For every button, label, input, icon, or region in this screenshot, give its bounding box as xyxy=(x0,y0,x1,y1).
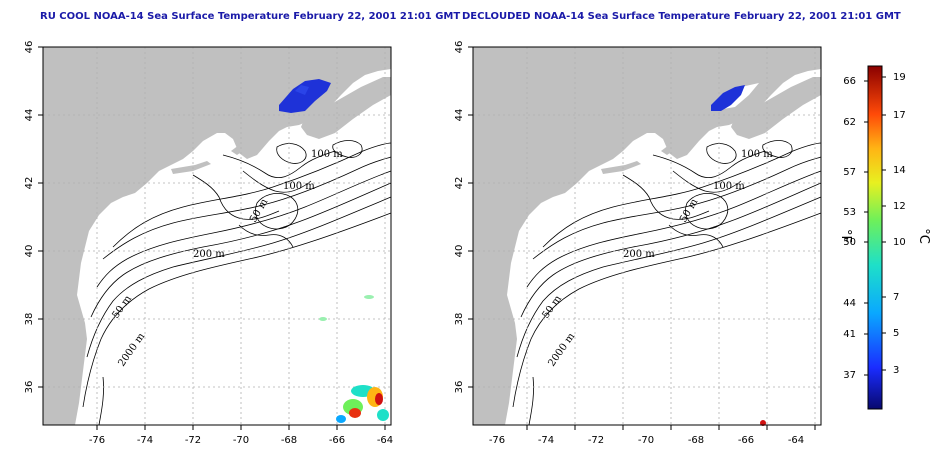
colorbar-c-tick: 5 xyxy=(893,328,899,339)
colorbar-f-tick: 37 xyxy=(843,370,856,381)
left-contour-label-50m-b: 50 m xyxy=(110,293,134,321)
colorbar: 66 62 57 53 50 44 41 37 19 17 14 12 10 7… xyxy=(838,65,931,410)
right-contour-label-2000m: 2000 m xyxy=(546,331,577,369)
left-lon-tick: -70 xyxy=(233,435,249,446)
colorbar-f-tick: 44 xyxy=(843,298,856,309)
colorbar-c-tick: 7 xyxy=(893,292,899,303)
right-contour-label-100m-b: 100 m xyxy=(713,181,745,192)
left-lat-tick: 38 xyxy=(24,313,35,326)
left-lon-tick: -66 xyxy=(329,435,345,446)
colorbar-c-tick: 3 xyxy=(893,365,899,376)
left-lat-tick: 46 xyxy=(24,41,35,54)
left-contour-label-2000m: 2000 m xyxy=(116,331,147,369)
colorbar-f-tick: 41 xyxy=(843,329,856,340)
right-basemap xyxy=(472,46,822,426)
left-lat-tick: 44 xyxy=(24,109,35,122)
right-lon-tick: -70 xyxy=(638,435,654,446)
left-contour-label-100m-a: 100 m xyxy=(311,149,343,160)
colorbar-f-tick: 50 xyxy=(843,237,856,248)
right-lon-tick: -72 xyxy=(588,435,604,446)
left-basemap xyxy=(42,46,392,426)
right-map-frame xyxy=(472,46,822,426)
colorbar-c-tick: 10 xyxy=(893,237,906,248)
right-lat-axis: 46 44 42 40 38 36 xyxy=(454,41,473,394)
right-lon-axis: -76 -74 -72 -70 -68 -66 -64 xyxy=(489,425,816,446)
right-lon-tick: -68 xyxy=(688,435,704,446)
right-lat-tick: 44 xyxy=(454,109,465,122)
colorbar-unit-c: °C xyxy=(916,228,931,244)
left-map-frame xyxy=(42,46,392,426)
left-contour-label-100m-b: 100 m xyxy=(283,181,315,192)
colorbar-f-tick: 57 xyxy=(843,167,856,178)
right-lat-tick: 36 xyxy=(454,381,465,394)
colorbar-c-tick: 19 xyxy=(893,72,906,83)
colorbar-f-tick: 53 xyxy=(843,207,856,218)
right-lon-tick: -74 xyxy=(538,435,554,446)
colorbar-unit-f: °F xyxy=(838,229,853,243)
left-cold-patch-2 xyxy=(295,85,309,95)
colorbar-f-tick: 66 xyxy=(843,76,856,87)
left-lon-tick: -64 xyxy=(377,435,393,446)
left-lon-tick: -76 xyxy=(89,435,105,446)
right-lat-tick: 38 xyxy=(454,313,465,326)
left-lon-tick: -74 xyxy=(137,435,153,446)
right-contour-label-50m-b: 50 m xyxy=(540,293,564,321)
right-lon-tick: -76 xyxy=(489,435,505,446)
left-lat-axis: 46 44 42 40 38 36 xyxy=(24,41,43,394)
colorbar-f-tick: 62 xyxy=(843,117,856,128)
panel-title-left: RU COOL NOAA-14 Sea Surface Temperature … xyxy=(40,11,461,22)
colorbar-c-tick: 12 xyxy=(893,201,906,212)
right-map-panel: 100 m 100 m 50 m 200 m 50 m 2000 m xyxy=(472,46,822,426)
right-lat-tick: 46 xyxy=(454,41,465,54)
right-lon-tick: -64 xyxy=(788,435,804,446)
left-contour-label-200m: 200 m xyxy=(193,249,225,260)
left-lat-tick: 40 xyxy=(24,245,35,258)
left-lon-axis: -76 -74 -72 -70 -68 -66 -64 xyxy=(89,425,393,446)
colorbar-c-tick: 17 xyxy=(893,110,906,121)
right-lat-tick: 40 xyxy=(454,245,465,258)
panel-title-right: DECLOUDED NOAA-14 Sea Surface Temperatur… xyxy=(462,11,901,22)
right-lat-tick: 42 xyxy=(454,177,465,190)
colorbar-c-tick: 14 xyxy=(893,165,906,176)
left-lat-tick: 42 xyxy=(24,177,35,190)
left-cold-patch xyxy=(279,79,331,113)
right-contour-label-100m-a: 100 m xyxy=(741,149,773,160)
right-cold-patch xyxy=(711,85,745,111)
left-map-panel: 100 m 100 m 50 m 200 m 50 m 2000 m xyxy=(42,46,392,426)
left-lon-tick: -68 xyxy=(281,435,297,446)
right-lon-tick: -66 xyxy=(738,435,754,446)
left-lon-tick: -72 xyxy=(185,435,201,446)
left-warm-patches xyxy=(319,295,389,423)
left-lat-tick: 36 xyxy=(24,381,35,394)
colorbar-gradient xyxy=(867,65,883,410)
right-contour-label-200m: 200 m xyxy=(623,249,655,260)
